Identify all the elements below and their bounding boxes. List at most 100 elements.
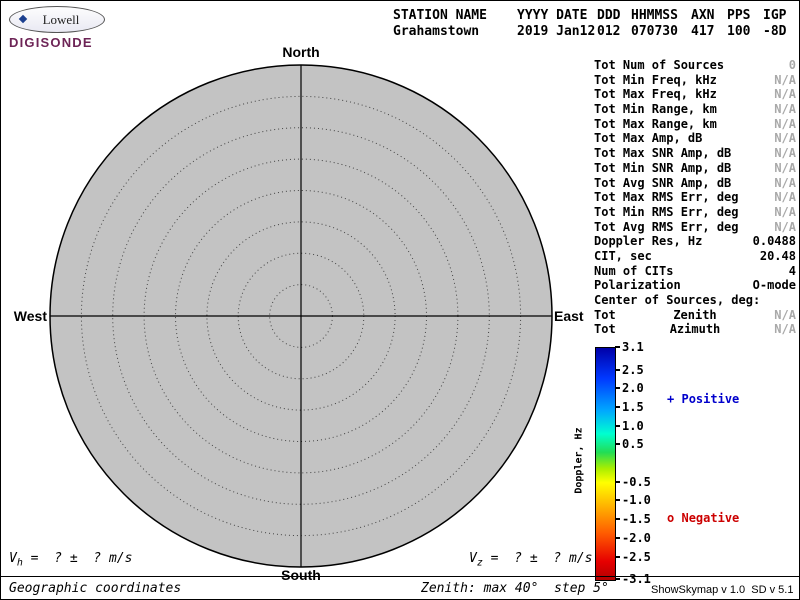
tick-mark	[615, 499, 620, 502]
logo-name: Lowell	[42, 11, 80, 27]
colorbar-tick: -1.0	[615, 493, 651, 507]
coordinates-mode-label: Geographic coordinates	[9, 581, 182, 596]
colorbar-tick: -3.1	[615, 572, 651, 586]
colorbar-tick: -0.5	[615, 475, 651, 489]
stat-label: Tot Max Range, km	[594, 116, 717, 131]
vz-base: V	[469, 551, 477, 566]
vh-sub: h	[16, 557, 23, 569]
circle-marker-icon: o	[667, 511, 675, 525]
tick-mark	[615, 518, 620, 521]
tick-mark	[615, 424, 620, 427]
tick-label: -2.5	[622, 549, 651, 564]
stat-row: CIT, sec 20.48	[594, 249, 796, 264]
header-label: IGP	[763, 8, 787, 23]
compass-south-label: South	[281, 567, 321, 583]
compass-west-label: West	[13, 308, 47, 324]
stat-value: N/A	[774, 307, 796, 322]
compass-north-label: North	[282, 44, 320, 60]
header-col-axn: AXN 417	[691, 8, 727, 40]
tick-label: -1.5	[622, 512, 651, 527]
stat-mid: Azimuth	[669, 322, 721, 337]
stat-value: N/A	[774, 204, 796, 219]
colorbar-title: Doppler, Hz	[573, 427, 585, 494]
tick-label: -2.0	[622, 530, 651, 545]
stat-row: Tot Min RMS Err, deg N/A	[594, 205, 796, 220]
header-value: 070730	[631, 24, 678, 39]
header-value: 2019 Jan12	[517, 24, 596, 39]
tick-mark	[615, 368, 620, 371]
stat-value: N/A	[774, 190, 796, 205]
stat-value: O-mode	[752, 278, 796, 293]
header-value: 417	[691, 24, 715, 39]
vh-value: = ? ± ? m/s	[22, 551, 133, 566]
tick-label: 2.0	[622, 381, 644, 396]
tick-mark	[615, 443, 620, 446]
stat-label: Tot Max SNR Amp, dB	[594, 146, 732, 161]
vertical-velocity-readout: Vz = ? ± ? m/s	[469, 551, 592, 569]
tick-label: -3.1	[622, 572, 651, 586]
stat-label: Tot Avg SNR Amp, dB	[594, 175, 732, 190]
negative-label: Negative	[681, 511, 740, 525]
colorbar-tick: -1.5	[615, 512, 651, 526]
stat-row: Tot Min SNR Amp, dB N/A	[594, 161, 796, 176]
vz-value: = ? ± ? m/s	[482, 551, 593, 566]
colorbar-tick: 2.0	[615, 381, 644, 395]
header-label: YYYY DATE	[517, 8, 588, 23]
header-label: DDD	[597, 8, 621, 23]
footer-divider	[1, 576, 799, 577]
stat-mid: Zenith	[673, 307, 717, 322]
tick-mark	[615, 387, 620, 390]
stat-value: N/A	[774, 322, 796, 337]
header-value: Grahamstown	[393, 24, 480, 39]
stat-row: Polarization O-mode	[594, 278, 796, 293]
header-col-date: YYYY DATE 2019 Jan12	[517, 8, 597, 40]
stat-value: 20.48	[759, 248, 796, 263]
stat-row: Tot Max SNR Amp, dB N/A	[594, 146, 796, 161]
colorbar-tick: 2.5	[615, 363, 644, 377]
stat-row: Tot Avg SNR Amp, dB N/A	[594, 176, 796, 191]
stat-label: Tot Min RMS Err, deg	[594, 204, 739, 219]
tick-label: 3.1	[622, 340, 644, 354]
header-label: HHMMSS	[631, 8, 678, 23]
tick-mark	[615, 480, 620, 483]
vz-sub: z	[476, 557, 483, 569]
header-table: STATION NAME Grahamstown YYYY DATE 2019 …	[393, 8, 793, 40]
positive-legend: + Positive	[667, 392, 739, 406]
doppler-colorbar	[595, 347, 616, 581]
header-col-pps: PPS 100	[727, 8, 763, 40]
plus-marker-icon: +	[667, 392, 675, 406]
stat-row: Tot Min Freq, kHz N/A	[594, 73, 796, 88]
header-value: -8D	[763, 24, 787, 39]
header-value: 100	[727, 24, 751, 39]
stat-value: N/A	[774, 72, 796, 87]
vh-base: V	[9, 551, 17, 566]
header-label: STATION NAME	[393, 8, 487, 23]
positive-label: Positive	[681, 392, 740, 406]
logo-ellipse: Lowell	[9, 6, 105, 33]
tick-label: 1.5	[622, 399, 644, 414]
stat-row: Tot Max Range, km N/A	[594, 117, 796, 132]
stat-row: Tot Min Range, km N/A	[594, 102, 796, 117]
header-label: PPS	[727, 8, 751, 23]
stat-row: Num of CITs 4	[594, 264, 796, 279]
stat-row: Tot Zenith N/A	[594, 308, 796, 323]
version-label: ShowSkymap v 1.0 SD v 5.1	[651, 584, 794, 596]
tick-mark	[615, 578, 620, 580]
colorbar-tick: 1.0	[615, 419, 644, 433]
stat-label: Tot Min SNR Amp, dB	[594, 160, 732, 175]
stat-row: Tot Max RMS Err, deg N/A	[594, 190, 796, 205]
stat-value: N/A	[774, 160, 796, 175]
header-col-igp: IGP -8D	[763, 8, 793, 40]
header-col-time: HHMMSS 070730	[631, 8, 691, 40]
stat-value: 0.0488	[752, 234, 796, 249]
zenith-range-label: Zenith: max 40° step 5°	[421, 581, 609, 596]
stat-label: Doppler Res, Hz	[594, 234, 703, 249]
stat-label: Tot Max RMS Err, deg	[594, 190, 739, 205]
colorbar-tick: 0.5	[615, 437, 644, 451]
horizontal-velocity-readout: Vh = ? ± ? m/s	[9, 551, 132, 569]
header-label: AXN	[691, 8, 715, 23]
stat-row: Tot Max Amp, dB N/A	[594, 131, 796, 146]
colorbar-tick: 3.1	[615, 340, 644, 354]
stats-panel: Tot Num of Sources 0 Tot Min Freq, kHz N/A…	[594, 58, 796, 337]
